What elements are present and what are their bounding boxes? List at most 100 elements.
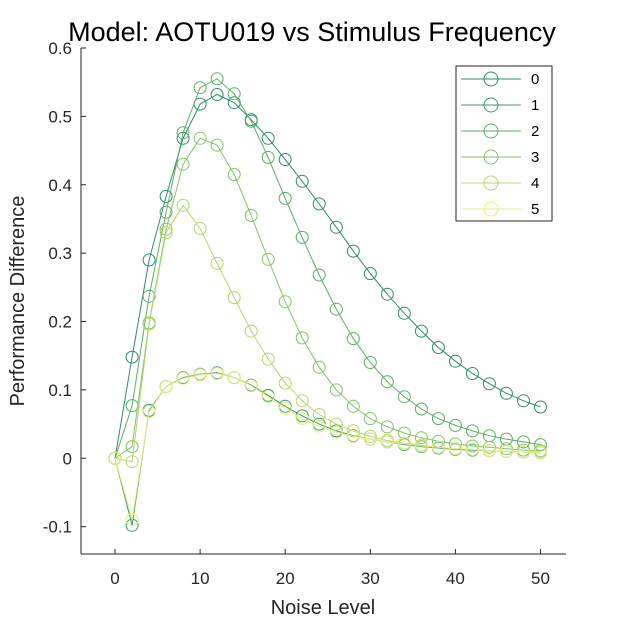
data-point [448, 418, 462, 432]
data-point [431, 341, 445, 354]
y-ticks: -0.1 0 0.1 0.2 0.3 0.4 0.5 0.6 [43, 39, 86, 537]
y-axis-label: Performance Difference [7, 196, 29, 407]
legend: 0 1 2 3 4 5 [455, 65, 553, 222]
data-point [210, 88, 224, 101]
legend-swatch-marker [483, 97, 499, 113]
plot-series [108, 72, 547, 532]
data-point [414, 402, 428, 416]
data-point [397, 390, 411, 404]
data-point [482, 444, 496, 458]
data-point [142, 253, 156, 267]
data-point [159, 226, 173, 240]
y-tick-label: 0.2 [48, 313, 72, 332]
x-tick-label: 50 [531, 569, 550, 588]
legend-swatch-marker [483, 175, 499, 191]
y-tick-label: 0.6 [48, 39, 72, 58]
data-point [346, 244, 360, 258]
series-line [114, 372, 541, 520]
data-point [261, 252, 275, 266]
series-3 [108, 131, 547, 465]
data-point [397, 426, 411, 440]
x-tick-label: 10 [191, 569, 210, 588]
legend-label: 3 [531, 149, 539, 166]
data-point [159, 189, 173, 203]
data-point [193, 81, 207, 95]
y-tick-label: 0.1 [48, 381, 72, 400]
data-point [397, 306, 411, 320]
data-point [448, 442, 462, 456]
data-point [125, 513, 139, 527]
legend-swatch-marker [483, 71, 499, 87]
data-point [431, 412, 445, 426]
data-point [210, 138, 224, 152]
data-point [346, 429, 360, 443]
legend-item: 3 [461, 149, 539, 166]
data-point [414, 439, 428, 453]
legend-swatch-marker [483, 123, 499, 139]
data-point [517, 435, 530, 449]
data-point [499, 442, 513, 456]
data-point [363, 267, 377, 281]
legend-item: 2 [461, 123, 539, 140]
data-point [176, 198, 190, 212]
data-point [363, 432, 377, 446]
x-tick-label: 40 [446, 569, 465, 588]
data-point [176, 371, 190, 385]
data-point [261, 150, 275, 164]
data-point [278, 401, 292, 415]
x-ticks: 0 10 20 30 40 50 [110, 549, 550, 588]
series-2 [108, 72, 547, 465]
data-point [329, 220, 343, 234]
data-point [465, 424, 479, 438]
data-point [312, 419, 326, 433]
data-point [227, 168, 241, 181]
data-point [363, 356, 377, 369]
data-point [465, 367, 479, 380]
data-point [125, 455, 139, 469]
data-point [278, 295, 292, 309]
data-point [329, 383, 343, 397]
series-line [114, 78, 541, 459]
data-point [329, 302, 343, 316]
legend-label: 4 [531, 175, 539, 192]
data-point [142, 289, 156, 303]
y-tick-label: 0.5 [48, 107, 72, 126]
data-point [108, 451, 122, 465]
data-point [244, 379, 258, 393]
y-tick-label: 0.3 [48, 244, 72, 263]
data-point [227, 371, 241, 385]
data-point [295, 230, 309, 244]
series-1 [108, 366, 547, 532]
data-point [193, 368, 207, 382]
data-point [295, 394, 309, 408]
data-point [448, 437, 462, 451]
data-point [346, 399, 360, 413]
data-point [380, 420, 394, 434]
data-point [159, 380, 173, 393]
legend-item: 5 [461, 201, 539, 218]
data-point [534, 400, 547, 414]
data-point [193, 131, 207, 145]
axes [80, 48, 566, 555]
data-point [210, 367, 224, 380]
legend-label: 2 [531, 123, 539, 140]
data-point [210, 256, 224, 270]
data-point [312, 197, 326, 211]
legend-item: 1 [461, 97, 539, 114]
series-line [114, 137, 541, 459]
data-point [397, 437, 411, 451]
data-point [142, 405, 156, 419]
legend-swatch-marker [483, 201, 499, 217]
series-5 [108, 367, 547, 527]
data-point [534, 446, 547, 460]
data-point [499, 444, 513, 458]
data-point [261, 352, 275, 366]
data-point [295, 174, 309, 188]
data-point [312, 360, 326, 374]
data-point [278, 376, 292, 390]
data-point [380, 435, 394, 449]
y-tick-label: 0.4 [48, 176, 72, 195]
legend-label: 0 [531, 71, 539, 88]
x-tick-label: 0 [110, 569, 119, 588]
